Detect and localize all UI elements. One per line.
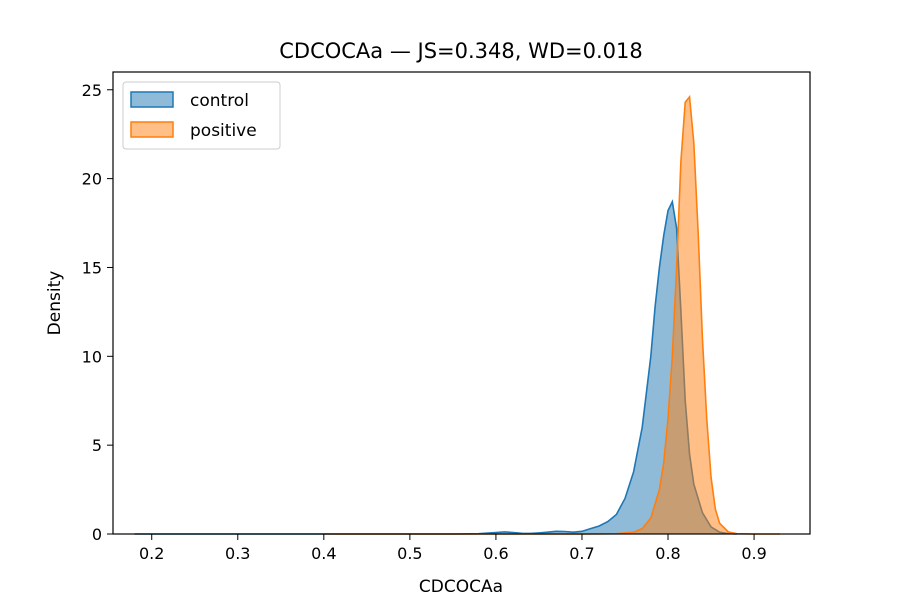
- legend-label-positive: positive: [190, 121, 257, 141]
- series-fill-control: [134, 201, 737, 534]
- legend-label-control: control: [190, 91, 249, 111]
- y-tick-label: 20: [82, 170, 102, 189]
- x-tick-label: 0.5: [397, 544, 422, 563]
- x-tick-label: 0.3: [225, 544, 250, 563]
- x-tick-label: 0.9: [741, 544, 766, 563]
- y-axis-label: Density: [45, 271, 65, 336]
- x-tick-label: 0.7: [569, 544, 594, 563]
- y-tick-label: 5: [92, 436, 102, 455]
- series-layer: [134, 94, 780, 535]
- legend-swatch-positive: [130, 121, 174, 138]
- x-tick-label: 0.8: [655, 544, 680, 563]
- plot-frame: [112, 71, 811, 535]
- series-line-positive: [323, 94, 780, 535]
- legend-swatch-control: [130, 91, 174, 108]
- x-tick-label: 0.4: [311, 544, 336, 563]
- series-fill-positive: [323, 96, 780, 534]
- y-tick-label: 10: [82, 347, 102, 366]
- chart-title: CDCOCAa — JS=0.348, WD=0.018: [279, 39, 643, 63]
- x-tick-label: 0.6: [483, 544, 508, 563]
- y-axis-ticks: 0 5 10 15 20 25: [82, 81, 113, 544]
- x-tick-label: 0.2: [139, 544, 164, 563]
- x-axis-label: CDCOCAa: [419, 577, 503, 597]
- y-tick-label: 0: [92, 525, 102, 544]
- y-tick-label: 15: [82, 258, 102, 277]
- x-axis-ticks: 0.2 0.3 0.4 0.5 0.6 0.7 0.8 0.9: [139, 534, 767, 563]
- y-tick-label: 25: [82, 81, 102, 100]
- legend: control positive: [122, 81, 281, 150]
